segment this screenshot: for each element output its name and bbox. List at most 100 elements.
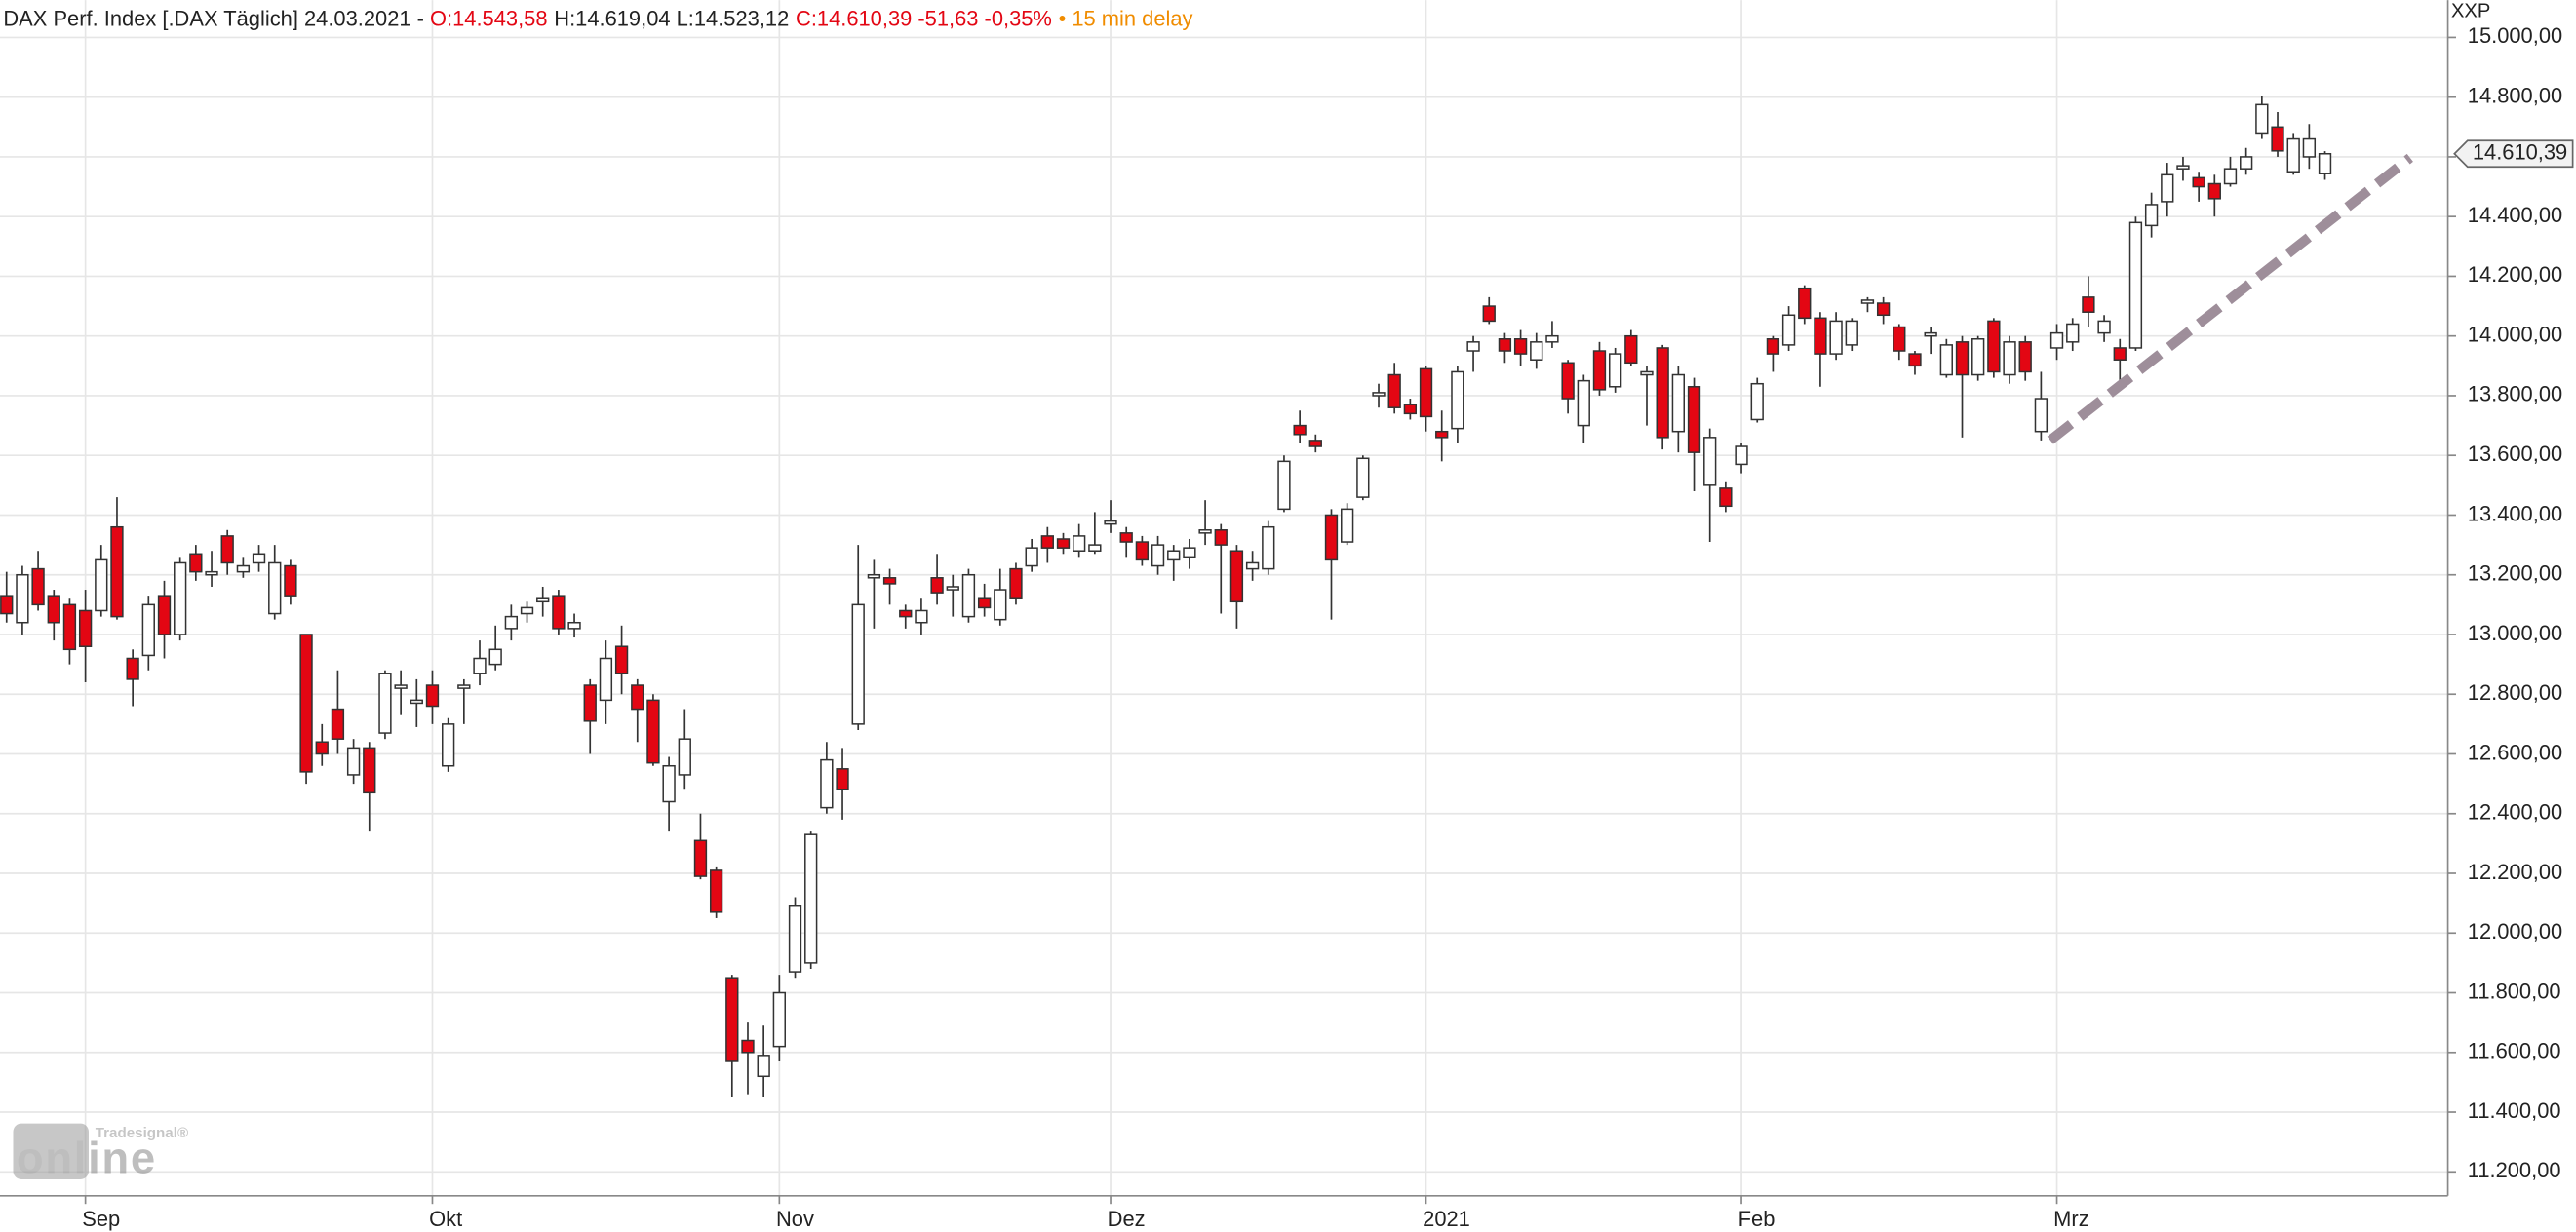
candle-body	[2003, 341, 2016, 376]
candle-body	[1482, 305, 1496, 323]
candle-body	[552, 595, 566, 630]
y-tick-label: 12.800,00	[2468, 680, 2562, 705]
x-tick-label: Okt	[429, 1207, 462, 1231]
candle-body	[930, 577, 944, 594]
candle-body	[504, 615, 519, 630]
candle-body	[1608, 353, 1622, 388]
candle-body	[2066, 323, 2080, 343]
candle-body	[1466, 341, 1480, 352]
candle-body	[662, 764, 676, 803]
candle-body	[1845, 320, 1858, 346]
y-tick-label: 13.400,00	[2468, 501, 2562, 525]
candle-body	[141, 603, 155, 657]
candle-body	[1308, 440, 1322, 447]
candle-body	[1435, 430, 1449, 439]
candle-body	[1451, 370, 1464, 430]
candle-body	[363, 747, 376, 794]
candle-body	[1592, 350, 1607, 391]
y-tick-label: 14.400,00	[2468, 203, 2562, 227]
candle-body	[757, 1055, 770, 1078]
candle-body	[977, 597, 992, 609]
candle-body	[2176, 165, 2190, 170]
candle-body	[2255, 103, 2269, 135]
candle-body	[1356, 457, 1370, 498]
candle-body	[1151, 544, 1165, 567]
candle-body	[473, 657, 487, 674]
candle-body	[1040, 535, 1054, 549]
candle-body	[1229, 550, 1244, 603]
y-tick-label: 13.200,00	[2468, 561, 2562, 586]
chart-title: DAX Perf. Index [.DAX Täglich] 24.03.202…	[3, 6, 1192, 30]
candle-body	[16, 573, 29, 624]
candle-body	[1167, 550, 1181, 561]
candle-body	[583, 684, 597, 722]
candle-body	[1372, 392, 1386, 397]
candle-body	[693, 839, 708, 877]
candle-body	[268, 561, 282, 615]
candle-body	[520, 606, 534, 615]
candle-body	[220, 535, 234, 564]
candle-body	[1735, 445, 1748, 466]
title-open: O:14.543,58	[430, 6, 548, 30]
y-tick-label: 13.600,00	[2468, 442, 2562, 466]
candle-body	[915, 609, 928, 624]
y-tick-label: 11.400,00	[2468, 1098, 2561, 1123]
candle-body	[1814, 317, 1827, 355]
candle-body	[126, 657, 139, 680]
candle-body	[1719, 487, 1733, 508]
candle-body	[709, 869, 723, 913]
candle-body	[1198, 529, 1212, 534]
candle-body	[174, 561, 187, 635]
watermark-product: online	[17, 1133, 157, 1182]
candles	[0, 96, 2332, 1097]
candle-body	[1624, 334, 1638, 365]
candle-body	[2318, 152, 2332, 174]
candle-body	[425, 684, 440, 708]
candle-body	[110, 525, 124, 618]
candle-body	[2082, 296, 2095, 313]
candle-body	[1545, 334, 1559, 343]
candle-body	[0, 595, 14, 615]
y-tick-label: 13.000,00	[2468, 621, 2562, 645]
candle-body	[1561, 362, 1575, 400]
title-name: DAX Perf. Index [.DAX Täglich] 24.03.202…	[3, 6, 430, 30]
x-tick-label: Nov	[776, 1207, 814, 1231]
trend-line	[2047, 153, 2413, 444]
candle-body	[599, 657, 613, 702]
candle-body	[772, 991, 786, 1048]
y-tick-label: 12.600,00	[2468, 740, 2562, 764]
candle-body	[614, 645, 629, 674]
candle-body	[315, 741, 329, 755]
y-tick-label: 14.800,00	[2468, 83, 2562, 107]
candle-body	[2240, 156, 2253, 170]
candle-body	[394, 684, 408, 689]
candle-body	[1245, 561, 1260, 570]
candle-body	[1750, 382, 1764, 421]
candle-body	[1135, 541, 1150, 561]
candle-body	[867, 573, 881, 579]
candle-body	[2128, 221, 2143, 349]
candle-body	[252, 553, 266, 564]
candle-body	[678, 738, 691, 776]
candle-body	[1703, 437, 1717, 486]
candle-body	[2113, 347, 2127, 361]
y-tick-label: 12.200,00	[2468, 860, 2562, 884]
candle-body	[205, 570, 218, 576]
candle-body	[457, 684, 471, 689]
candle-body	[2302, 137, 2317, 158]
candle-body	[2271, 126, 2284, 152]
candle-body	[1671, 373, 1685, 433]
candle-body	[1009, 567, 1023, 599]
candle-body	[1829, 320, 1843, 355]
candle-body	[1262, 525, 1275, 570]
candle-body	[1781, 314, 1796, 346]
candle-body	[2018, 341, 2032, 373]
candle-body	[1419, 367, 1433, 418]
watermark: Tradesignal® online	[13, 1123, 188, 1182]
candle-body	[410, 699, 423, 705]
candle-body	[1955, 341, 1970, 376]
x-tick-label: 2021	[1423, 1207, 1470, 1231]
candle-body	[1577, 379, 1590, 427]
candle-body	[2286, 137, 2300, 173]
